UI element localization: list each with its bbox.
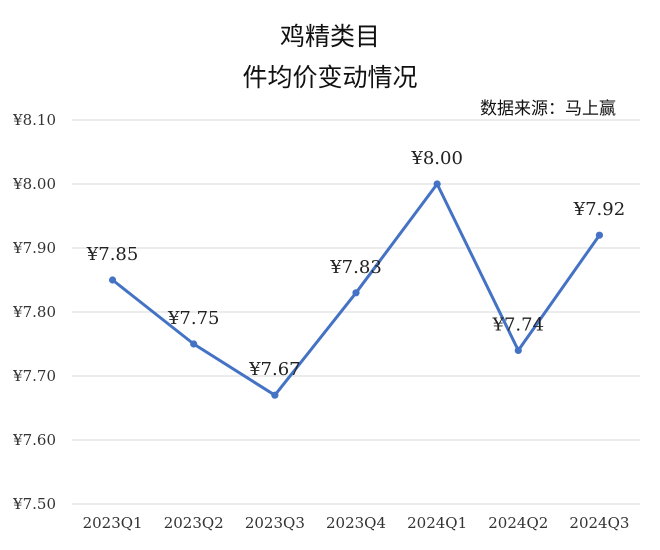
chart-title-line-1: 鸡精类目 xyxy=(280,22,380,51)
data-source-note: 数据来源：马上赢 xyxy=(480,99,616,119)
data-point xyxy=(108,276,117,284)
data-label: ¥8.00 xyxy=(410,148,463,169)
data-point xyxy=(433,180,441,188)
series-line-group xyxy=(108,180,604,399)
y-tick-label: ¥7.80 xyxy=(12,303,56,321)
data-point xyxy=(190,340,198,348)
y-tick-label: ¥8.00 xyxy=(12,175,56,193)
data-point xyxy=(352,289,360,297)
x-tick-label: 2023Q3 xyxy=(245,514,305,532)
gridlines xyxy=(72,119,640,505)
data-point xyxy=(595,231,604,239)
x-tick-label: 2024Q1 xyxy=(407,514,467,532)
x-tick-label: 2024Q2 xyxy=(488,514,548,532)
x-tick-label: 2024Q3 xyxy=(569,514,629,532)
data-point xyxy=(514,346,522,354)
x-tick-label: 2023Q4 xyxy=(326,514,386,532)
x-axis-tick-labels: 2023Q1 2023Q2 2023Q3 2023Q4 2024Q1 2024Q2 2024… xyxy=(83,514,630,532)
chart-title-line-2: 件均价变动情况 xyxy=(242,63,417,92)
y-tick-label: ¥7.50 xyxy=(12,495,56,513)
data-label: ¥7.74 xyxy=(492,314,545,335)
y-tick-label: ¥7.90 xyxy=(12,239,56,257)
y-tick-label: ¥7.60 xyxy=(12,431,56,449)
data-labels: ¥7.85 ¥7.75 ¥7.67 ¥7.83 ¥8.00 ¥7.74 ¥7.92 xyxy=(86,148,625,380)
data-label: ¥7.75 xyxy=(167,308,220,329)
data-label: ¥7.83 xyxy=(329,257,382,278)
data-point xyxy=(271,391,279,399)
y-tick-label: ¥7.70 xyxy=(12,367,56,385)
x-tick-label: 2023Q1 xyxy=(83,514,143,532)
data-label: ¥7.85 xyxy=(86,244,139,265)
data-label: ¥7.92 xyxy=(573,199,626,220)
data-label: ¥7.67 xyxy=(248,359,301,380)
y-tick-label: ¥8.10 xyxy=(12,111,56,129)
x-tick-label: 2023Q2 xyxy=(164,514,224,532)
y-axis-tick-labels: ¥7.50 ¥7.60 ¥7.70 ¥7.80 ¥7.90 ¥8.00 ¥8.10 xyxy=(12,111,56,513)
